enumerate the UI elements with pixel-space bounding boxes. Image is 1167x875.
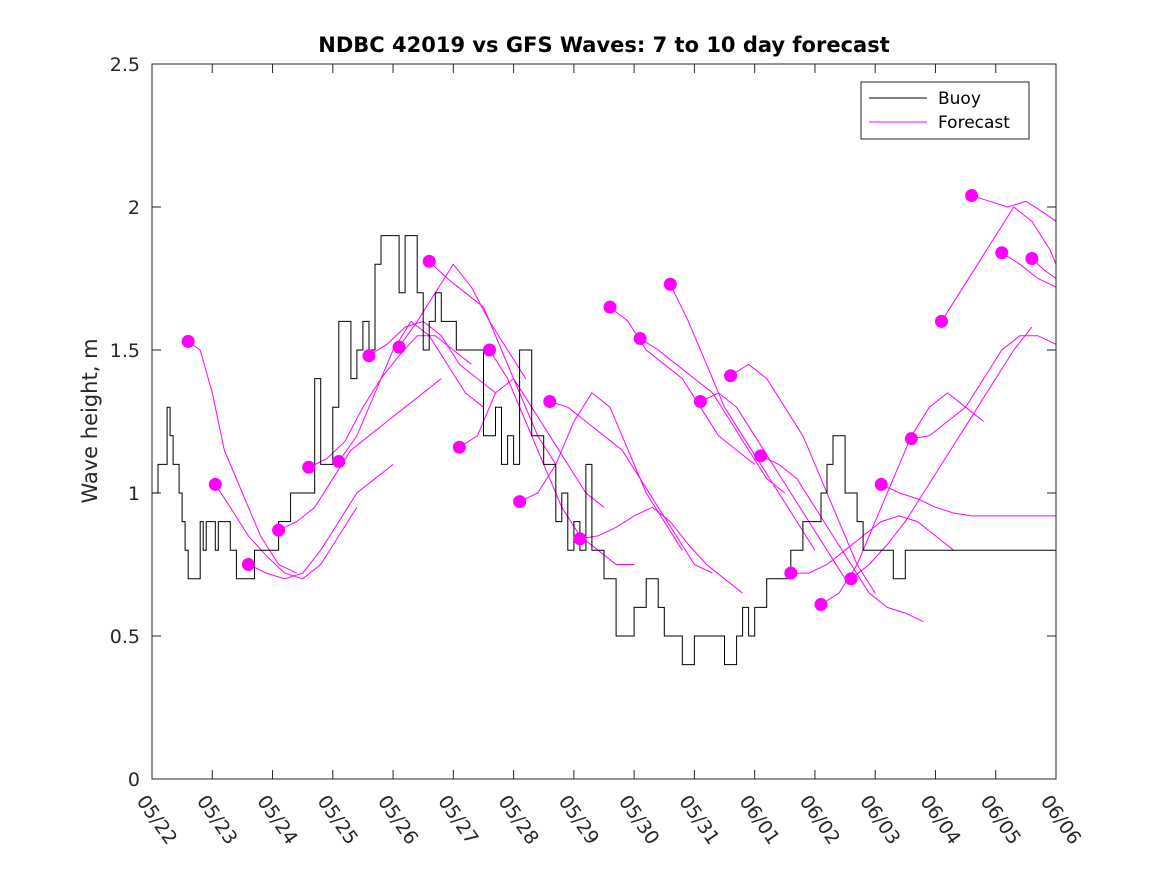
forecast-start-point-27 <box>965 189 979 203</box>
forecast-start-point-13 <box>543 394 557 408</box>
forecast-start-point-3 <box>241 558 255 571</box>
forecast-start-point-19 <box>724 369 738 383</box>
forecast-start-point-18 <box>693 394 707 408</box>
y-tick-label: 0 <box>128 769 140 791</box>
forecast-line-4 <box>278 378 442 531</box>
forecast-line-13 <box>549 401 713 574</box>
forecast-start-point-11 <box>482 343 496 357</box>
forecast-line-18 <box>700 392 846 580</box>
forecast-start-point-8 <box>392 340 406 354</box>
forecast-line-20 <box>760 455 924 623</box>
y-tick-label: 1 <box>128 483 140 505</box>
forecast-start-point-2 <box>208 477 222 491</box>
y-axis-label: Wave height, m <box>78 338 102 503</box>
forecast-start-point-16 <box>633 332 647 346</box>
forecast-line-14 <box>579 506 743 594</box>
forecast-start-point-20 <box>754 449 768 463</box>
buoy-line <box>152 235 1056 666</box>
forecast-line-12 <box>519 392 683 551</box>
forecast-start-point-1 <box>181 334 195 348</box>
forecast-line-16 <box>639 338 786 494</box>
forecast-line-23 <box>850 326 1033 580</box>
forecast-start-point-12 <box>513 495 527 509</box>
forecast-start-point-17 <box>663 277 677 291</box>
forecast-start-point-23 <box>844 572 858 586</box>
buoy-series-group <box>152 235 1056 666</box>
legend-box <box>860 81 1030 140</box>
forecast-start-point-29 <box>1025 251 1039 265</box>
forecast-line-9 <box>428 260 557 465</box>
forecast-start-point-4 <box>272 523 286 537</box>
forecast-start-point-6 <box>332 455 346 469</box>
forecast-start-point-22 <box>814 598 828 612</box>
forecast-line-3 <box>248 464 394 580</box>
forecast-start-point-14 <box>573 532 587 546</box>
forecast-start-point-9 <box>422 254 436 268</box>
forecast-line-2 <box>214 484 358 580</box>
forecast-start-point-21 <box>784 566 798 580</box>
y-tick-label: 2.5 <box>110 54 140 76</box>
forecast-start-markers <box>181 189 1039 612</box>
forecast-line-6 <box>338 320 484 462</box>
forecast-start-point-15 <box>603 300 617 314</box>
forecast-line-27 <box>971 195 1057 222</box>
forecast-line-25 <box>911 335 1057 440</box>
y-tick-labels: 0 0.5 1 1.5 2 2.5 <box>110 54 140 791</box>
forecast-line-24 <box>880 483 1056 517</box>
y-tick-label: 1.5 <box>110 340 140 362</box>
forecast-start-point-24 <box>874 477 888 491</box>
forecast-start-point-5 <box>302 460 316 474</box>
legend-forecast-label: Forecast <box>938 113 1010 133</box>
y-tick-label: 0.5 <box>110 626 140 648</box>
forecast-line-7 <box>368 320 496 394</box>
forecast-line-26 <box>941 206 1057 322</box>
forecast-line-5 <box>308 335 472 468</box>
forecast-start-point-7 <box>362 349 376 363</box>
forecast-start-point-10 <box>452 440 466 454</box>
forecast-start-point-26 <box>934 314 948 328</box>
forecast-line-8 <box>398 263 527 379</box>
forecast-line-19 <box>730 363 876 594</box>
plot-frame <box>151 63 1057 780</box>
forecast-start-point-25 <box>904 432 918 446</box>
forecast-line-1 <box>187 340 297 574</box>
forecast-start-point-28 <box>995 246 1009 260</box>
forecast-line-28 <box>1001 252 1057 288</box>
legend-buoy-label: Buoy <box>938 89 981 109</box>
chart-title: NDBC 42019 vs GFS Waves: 7 to 10 day for… <box>318 33 889 57</box>
forecast-line-17 <box>669 283 816 551</box>
legend: Buoy Forecast <box>860 81 1030 140</box>
plot-area <box>152 64 1056 779</box>
y-tick-label: 2 <box>128 197 140 219</box>
forecast-line-15 <box>609 306 756 465</box>
